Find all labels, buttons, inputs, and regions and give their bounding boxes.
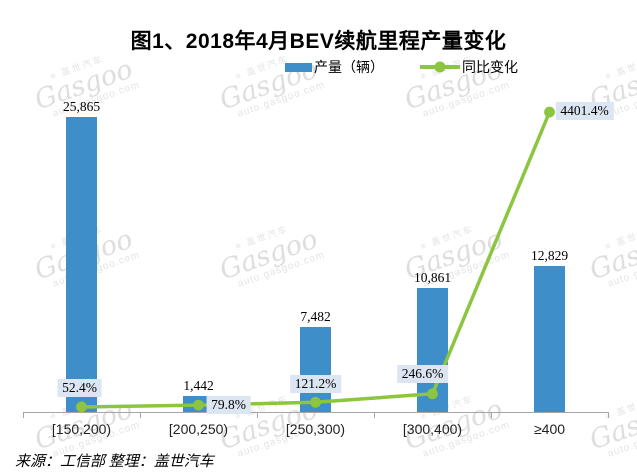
- yoy-data-point: [544, 106, 555, 118]
- legend-item-yoy: 同比变化: [420, 57, 518, 77]
- x-axis-category-label: [200,250): [168, 421, 229, 437]
- bar-series-swatch-icon: [285, 62, 312, 72]
- line-marker-dot-icon: [434, 61, 446, 73]
- x-axis-tick: [491, 412, 492, 418]
- production-bar: [534, 265, 565, 412]
- bar-value-label: 12,829: [530, 247, 569, 263]
- x-axis-line: [23, 412, 608, 413]
- bar-value-label: 10,861: [413, 270, 452, 286]
- legend-item-production: 产量（辆）: [285, 57, 384, 77]
- x-axis-tick: [257, 412, 258, 418]
- yoy-value-label: 246.6%: [396, 364, 449, 383]
- line-series-swatch-icon: [420, 61, 460, 73]
- yoy-value-label: 121.2%: [289, 375, 342, 394]
- x-axis-category-label: ≥400: [533, 421, 566, 437]
- legend-production-label: 产量（辆）: [314, 59, 384, 75]
- chart-legend: 产量（辆） 同比变化: [285, 57, 518, 77]
- yoy-value-label: 4401.4%: [555, 102, 614, 121]
- bar-value-label: 7,482: [300, 308, 331, 324]
- x-axis-tick: [608, 412, 609, 418]
- bar-value-label: 1,442: [183, 377, 214, 393]
- source-note: 来源：工信部 整理：盖世汽车: [15, 454, 214, 470]
- x-axis-category-label: [300,400): [402, 421, 463, 437]
- x-axis-tick: [23, 412, 24, 418]
- yoy-value-label: 52.4%: [57, 378, 102, 397]
- production-bar: [66, 117, 97, 412]
- x-axis-category-label: [250,300): [285, 421, 346, 437]
- chart-title: 图1、2018年4月BEV续航里程产量变化: [130, 30, 507, 53]
- x-axis-tick: [140, 412, 141, 418]
- x-axis-tick: [374, 412, 375, 418]
- bar-value-label: 25,865: [62, 99, 101, 114]
- x-axis-category-label: [150,200): [51, 421, 112, 437]
- yoy-value-label: 79.8%: [206, 396, 251, 415]
- production-bar: [417, 288, 448, 412]
- legend-yoy-label: 同比变化: [462, 59, 518, 75]
- production-bar: [300, 326, 331, 412]
